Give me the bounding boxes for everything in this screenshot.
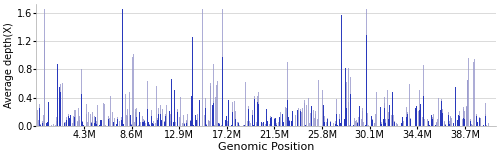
Y-axis label: Average depth(X): Average depth(X) <box>4 22 14 108</box>
X-axis label: Genomic Position: Genomic Position <box>218 142 314 152</box>
